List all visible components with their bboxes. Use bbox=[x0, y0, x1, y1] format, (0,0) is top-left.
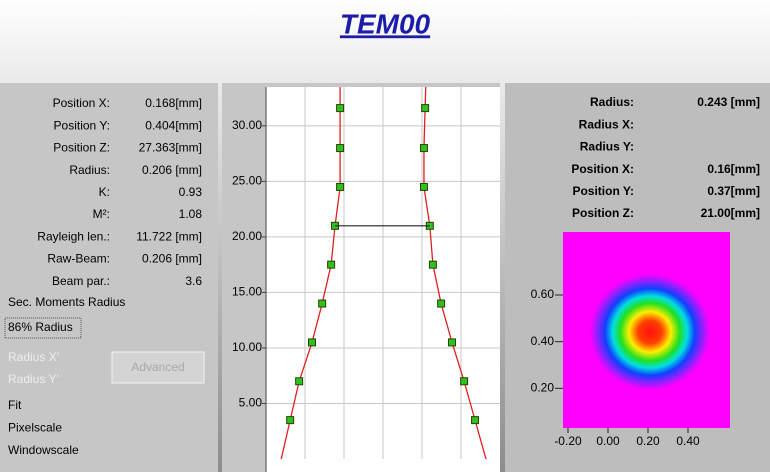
field-label: Raw-Beam: bbox=[47, 252, 110, 266]
field-label: M²: bbox=[93, 207, 110, 221]
measured-point bbox=[428, 260, 437, 269]
measured-point bbox=[460, 377, 469, 386]
measured-point bbox=[448, 338, 457, 347]
field-label: Position Z: bbox=[53, 141, 110, 155]
disabled-option: Radius X' bbox=[8, 350, 59, 364]
y-tick-label: 0.40 bbox=[531, 334, 555, 348]
measured-point bbox=[419, 182, 428, 191]
field-value: 0.404[mm] bbox=[145, 118, 202, 132]
field-value: 0.16[mm] bbox=[707, 162, 760, 176]
measured-point bbox=[421, 104, 430, 113]
field-label: Radius X: bbox=[579, 117, 634, 131]
field-label: Beam par.: bbox=[52, 274, 110, 288]
y-tick-label: 25.00 bbox=[232, 174, 262, 188]
measured-point bbox=[286, 416, 295, 425]
advanced-button-label[interactable]: Advanced bbox=[131, 360, 184, 374]
field-value: 11.722 [mm] bbox=[136, 229, 202, 243]
field-value: 21.00[mm] bbox=[701, 206, 760, 220]
measured-point bbox=[336, 104, 345, 113]
option[interactable]: 86% Radius bbox=[8, 320, 73, 334]
menu-item[interactable]: Windowscale bbox=[8, 443, 79, 457]
title: TEM00 bbox=[340, 8, 431, 39]
x-tick-label: 0.40 bbox=[676, 434, 700, 448]
field-value: 0.206 [mm] bbox=[142, 163, 202, 177]
y-tick-label: 10.00 bbox=[232, 340, 262, 354]
y-tick-label: 15.00 bbox=[232, 285, 262, 299]
field-label: Radius: bbox=[590, 95, 634, 109]
disabled-option: Radius Y' bbox=[8, 372, 59, 386]
field-value: 0.243 [mm] bbox=[697, 95, 760, 109]
y-tick-label: 0.20 bbox=[531, 381, 555, 395]
advanced-button[interactable] bbox=[111, 351, 205, 384]
x-tick-label: 0.20 bbox=[636, 434, 660, 448]
y-tick-label: 0.60 bbox=[531, 287, 555, 301]
field-label: Radius Y: bbox=[580, 140, 634, 154]
field-label: Position Y: bbox=[54, 118, 110, 132]
measured-point bbox=[327, 260, 336, 269]
measured-point bbox=[419, 144, 428, 153]
field-value: 0.93 bbox=[179, 185, 203, 199]
field-value: 27.363[mm] bbox=[139, 141, 202, 155]
x-tick-label: -0.20 bbox=[554, 434, 582, 448]
y-tick-label: 5.00 bbox=[239, 396, 263, 410]
left-panel bbox=[0, 83, 218, 472]
option[interactable]: Sec. Moments Radius bbox=[8, 295, 125, 309]
field-value: 1.08 bbox=[179, 207, 203, 221]
menu-item[interactable]: Fit bbox=[8, 398, 22, 412]
field-value: 0.37[mm] bbox=[707, 184, 760, 198]
measured-point bbox=[336, 182, 345, 191]
menu-item[interactable]: Pixelscale bbox=[8, 421, 62, 435]
field-label: Position Y: bbox=[572, 184, 634, 198]
measured-point bbox=[308, 338, 317, 347]
field-label: Position X: bbox=[571, 162, 634, 176]
beam-spot bbox=[590, 274, 710, 390]
measured-point bbox=[295, 377, 304, 386]
field-label: Rayleigh len.: bbox=[37, 229, 110, 243]
field-label: Radius: bbox=[69, 163, 110, 177]
measured-point bbox=[437, 299, 446, 308]
option-focus bbox=[4, 317, 82, 339]
x-tick-label: 0.00 bbox=[596, 434, 620, 448]
field-label: Position X: bbox=[53, 96, 110, 110]
y-tick-label: 20.00 bbox=[232, 229, 262, 243]
field-value: 0.168[mm] bbox=[145, 96, 202, 110]
field-value: 3.6 bbox=[185, 274, 202, 288]
measured-point bbox=[318, 299, 327, 308]
y-tick-label: 30.00 bbox=[232, 118, 262, 132]
field-value: 0.206 [mm] bbox=[142, 252, 202, 266]
field-label: Position Z: bbox=[572, 206, 634, 220]
measured-point bbox=[471, 416, 480, 425]
measured-point bbox=[336, 144, 345, 153]
field-label: K: bbox=[99, 185, 110, 199]
